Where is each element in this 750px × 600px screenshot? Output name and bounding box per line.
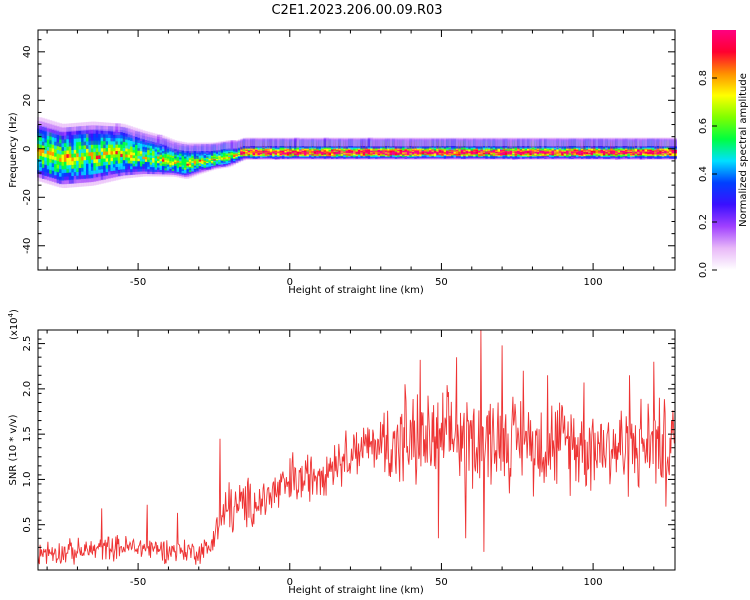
y-tick-label: 40 <box>22 45 33 58</box>
snr-xlabel: Height of straight line (km) <box>288 585 424 596</box>
y-tick-label: 1.5 <box>22 426 33 442</box>
y-tick-label: 20 <box>22 94 33 107</box>
snr-panel: -50 0 50 100 0.5 1.0 1.5 2.0 2.5 Height of strai… <box>7 309 676 596</box>
x-tick-label: 50 <box>435 577 448 588</box>
spectrogram-panel: -50 0 50 100 -40 -20 0 20 40 Height of straight … <box>8 29 677 296</box>
colorbar-tick-label: 0.0 <box>698 262 709 278</box>
colorbar-gradient <box>712 30 736 270</box>
colorbar-tick-label: 0.8 <box>698 70 709 86</box>
colorbar: 0.0 0.2 0.4 0.6 0.8 Normalized spectral ampl… <box>698 30 749 278</box>
snr-multiplier: (x104) <box>7 309 20 340</box>
spectrogram-ylabel: Frequency (Hz) <box>8 112 19 188</box>
spectrogram-cell <box>39 117 45 127</box>
x-tick-label: 0 <box>287 577 293 588</box>
x-tick-label: 0 <box>287 277 293 288</box>
x-tick-label: -50 <box>130 577 146 588</box>
y-tick-label: -20 <box>22 189 33 205</box>
spectrogram-cell <box>49 124 55 133</box>
spectrogram-cell <box>37 117 43 126</box>
colorbar-tick-label: 0.4 <box>698 166 709 182</box>
spectrogram-cell <box>44 119 50 128</box>
spectrogram-cell <box>51 121 58 130</box>
spectrogram-cell <box>49 120 55 130</box>
x-tick-label: 50 <box>435 277 448 288</box>
x-tick-label: 100 <box>584 277 603 288</box>
spectrogram-image <box>37 117 677 189</box>
colorbar-label: Normalized spectral amplitude <box>738 73 749 227</box>
spectrogram-cell <box>137 168 143 177</box>
y-tick-label: 1.0 <box>22 471 33 487</box>
spectrogram-cell <box>671 137 677 147</box>
y-tick-label: 0.5 <box>22 517 33 533</box>
svg-text:(x104): (x104) <box>7 309 20 340</box>
snr-multiplier-close: ) <box>9 309 20 313</box>
x-tick-label: -50 <box>130 277 146 288</box>
spectrogram-cell <box>46 120 53 129</box>
snr-multiplier-base: (x10 <box>9 317 20 340</box>
snr-frame <box>37 329 676 571</box>
snr-ylabel: SNR (10 * v/v) <box>8 414 19 485</box>
colorbar-tick-label: 0.2 <box>698 214 709 230</box>
spectrogram-cell <box>100 122 107 131</box>
snr-series-line <box>38 330 675 565</box>
spectrogram-cell <box>671 138 677 147</box>
chart-title: C2E1.2023.206.00.09.R03 <box>271 3 442 18</box>
colorbar-tick-label: 0.6 <box>698 118 709 134</box>
spectrogram-cell <box>56 122 63 132</box>
x-tick-label: 100 <box>584 577 603 588</box>
spectrogram-cell <box>54 122 60 131</box>
spectrogram-ticks: -50 0 50 100 -40 -20 0 20 40 <box>22 30 675 288</box>
y-tick-label: -40 <box>22 238 33 254</box>
snr-ticks: -50 0 50 100 0.5 1.0 1.5 2.0 2.5 <box>22 330 675 588</box>
colorbar-ticks: 0.0 0.2 0.4 0.6 0.8 <box>698 70 717 278</box>
spectrogram-cell <box>127 126 134 135</box>
y-tick-label: 2.0 <box>22 381 33 397</box>
y-tick-label: 2.5 <box>22 336 33 352</box>
spectrogram-frame <box>37 29 676 271</box>
spectrogram-cell <box>41 118 48 127</box>
snr-multiplier-exponent: 4 <box>7 312 15 317</box>
y-tick-label: 0 <box>22 146 33 152</box>
spectrogram-xlabel: Height of straight line (km) <box>288 285 424 296</box>
